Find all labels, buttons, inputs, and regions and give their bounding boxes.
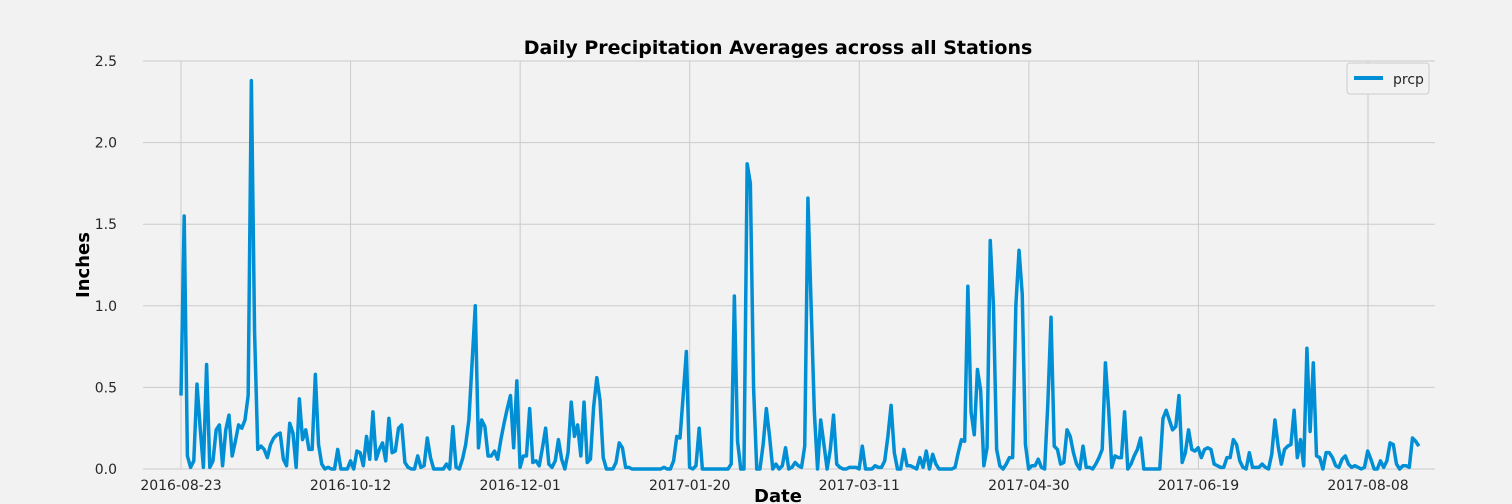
x-tick-label: 2016-10-12 bbox=[310, 478, 391, 494]
y-tick-label: 2.0 bbox=[95, 136, 117, 152]
legend-label-prcp: prcp bbox=[1393, 72, 1424, 88]
x-axis-label: Date bbox=[754, 486, 802, 504]
grid bbox=[143, 60, 1435, 470]
y-tick-label: 1.0 bbox=[95, 299, 117, 315]
y-axis-label: Inches bbox=[73, 232, 94, 298]
x-tick-label: 2016-12-01 bbox=[479, 478, 560, 494]
x-tick-label: 2017-08-08 bbox=[1327, 478, 1408, 494]
y-tick-label: 1.5 bbox=[95, 217, 117, 233]
legend-box bbox=[1346, 62, 1430, 95]
legend: prcp bbox=[1346, 62, 1430, 95]
x-tick-label: 2017-04-30 bbox=[988, 478, 1069, 494]
y-tick-label: 0.5 bbox=[95, 380, 117, 396]
chart-title: Daily Precipitation Averages across all … bbox=[524, 37, 1033, 59]
y-tick-label: 0.0 bbox=[95, 462, 117, 478]
x-tick-label: 2017-01-20 bbox=[649, 478, 730, 494]
y-axis-ticks: 0.0 0.5 1.0 1.5 2.0 2.5 bbox=[95, 54, 117, 478]
x-tick-label: 2017-06-19 bbox=[1158, 478, 1239, 494]
x-axis-ticks: 2016-08-23 2016-10-12 2016-12-01 2017-01-20… bbox=[140, 478, 1408, 494]
x-tick-label: 2016-08-23 bbox=[140, 478, 221, 494]
y-tick-label: 2.5 bbox=[95, 54, 117, 70]
x-tick-label: 2017-03-11 bbox=[819, 478, 900, 494]
series-line-prcp bbox=[179, 78, 1421, 471]
